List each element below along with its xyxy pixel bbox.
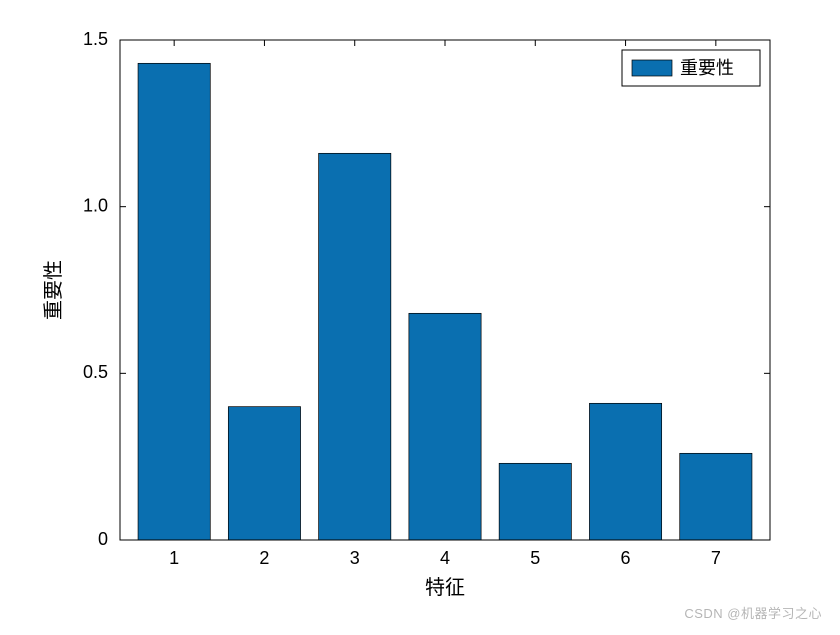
x-axis-label: 特征 (425, 576, 465, 599)
x-tick-label: 6 (621, 548, 631, 568)
chart-svg: 00.51.01.51234567特征重要性重要性 (0, 0, 840, 630)
legend-label: 重要性 (680, 58, 734, 78)
bar (228, 407, 300, 540)
bar (409, 313, 481, 540)
legend: 重要性 (622, 50, 760, 86)
y-tick-label: 0.5 (83, 362, 108, 382)
bar-chart: 00.51.01.51234567特征重要性重要性 (0, 0, 840, 630)
y-tick-label: 1.0 (83, 195, 108, 215)
watermark-text: CSDN @机器学习之心 (684, 603, 822, 622)
x-tick-label: 1 (169, 548, 179, 568)
bar (499, 463, 571, 540)
y-tick-label: 1.5 (83, 29, 108, 49)
y-tick-label: 0 (98, 529, 108, 549)
y-axis-label: 重要性 (42, 260, 65, 320)
bar (680, 453, 752, 540)
bar (138, 63, 210, 540)
x-tick-label: 4 (440, 548, 450, 568)
bar (319, 153, 391, 540)
legend-swatch (632, 60, 672, 76)
x-tick-label: 3 (350, 548, 360, 568)
x-tick-label: 2 (259, 548, 269, 568)
x-tick-label: 7 (711, 548, 721, 568)
x-tick-label: 5 (530, 548, 540, 568)
bar (589, 403, 661, 540)
